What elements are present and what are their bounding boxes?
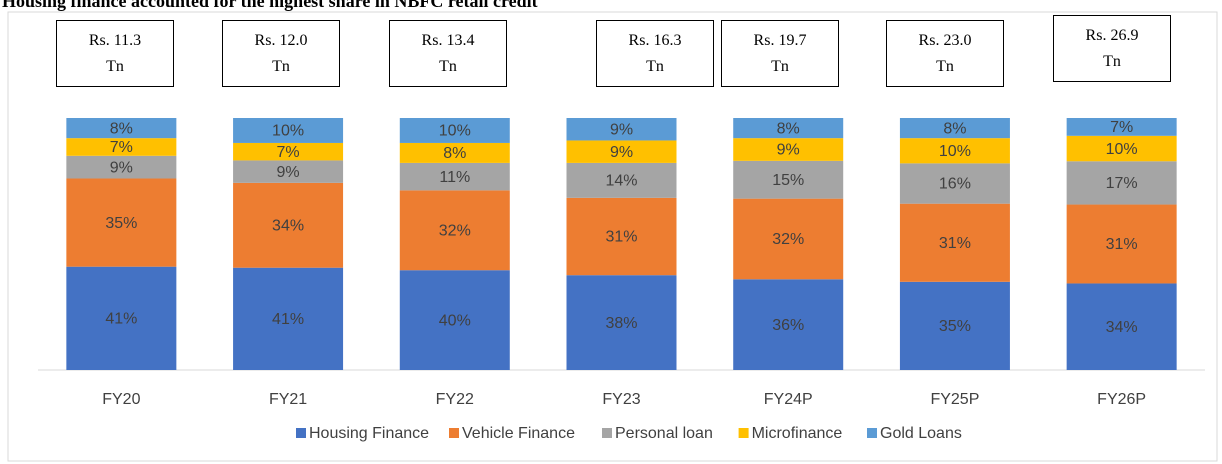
total-annotation: Rs. 23.0 Tn: [886, 20, 1004, 87]
bar-segment: [66, 266, 177, 370]
bar-segment: [1066, 135, 1177, 162]
data-label: 31%: [605, 229, 637, 246]
data-label: 32%: [439, 222, 471, 239]
legend-swatch: [449, 428, 459, 438]
data-label: 8%: [777, 120, 800, 137]
x-tick-label: FY22: [436, 391, 474, 408]
bar-segment: [899, 118, 1010, 139]
legend-label: Housing Finance: [309, 425, 429, 442]
data-label: 9%: [277, 164, 300, 181]
data-label: 16%: [939, 176, 971, 193]
data-label: 14%: [605, 173, 637, 190]
bar-segment: [399, 190, 510, 271]
data-label: 9%: [777, 142, 800, 159]
data-label: 41%: [272, 311, 304, 328]
bar-segment: [399, 270, 510, 370]
data-label: 10%: [272, 123, 304, 140]
total-annotation: Rs. 19.7 Tn: [721, 20, 839, 87]
legend-label: Vehicle Finance: [462, 425, 575, 442]
total-annotation: Rs. 12.0 Tn: [222, 20, 340, 87]
bar-segment: [399, 162, 510, 191]
bar-segment: [566, 275, 677, 370]
data-label: 35%: [939, 318, 971, 335]
data-label: 11%: [439, 169, 470, 186]
bar-segment: [66, 155, 177, 179]
x-tick-label: FY21: [269, 391, 307, 408]
bar-segment: [399, 118, 510, 143]
bar-segment: [566, 197, 677, 276]
bar-segment: [233, 118, 344, 143]
bar-segment: [233, 142, 344, 161]
bar-segment: [233, 160, 344, 183]
data-label: 10%: [939, 143, 971, 160]
data-label: 8%: [110, 120, 133, 137]
bar-segment: [233, 182, 344, 268]
bar-segment: [733, 279, 844, 370]
legend-label: Microfinance: [752, 425, 843, 442]
data-label: 31%: [939, 235, 971, 252]
data-label: 36%: [772, 317, 804, 334]
data-label: 7%: [110, 139, 133, 156]
bar-segment: [566, 162, 677, 198]
data-label: 8%: [443, 145, 466, 162]
legend-label: Personal loan: [615, 425, 713, 442]
bar-segment: [1066, 161, 1177, 205]
bar-segment: [899, 203, 1010, 282]
bar-segment: [399, 142, 510, 163]
bar-segment: [233, 267, 344, 370]
legend-label: Gold Loans: [880, 425, 962, 442]
data-label: 8%: [943, 120, 966, 137]
bar-segment: [733, 138, 844, 161]
bar-segment: [1066, 118, 1177, 136]
chart-border: [7, 11, 1218, 462]
legend-swatch: [602, 428, 612, 438]
x-tick-label: FY25P: [930, 391, 979, 408]
bar-segment: [733, 118, 844, 139]
bar-segment: [566, 118, 677, 141]
data-label: 32%: [772, 231, 804, 248]
data-label: 34%: [272, 218, 304, 235]
data-label: 41%: [105, 311, 137, 328]
data-label: 7%: [1110, 119, 1133, 136]
total-annotation: Rs. 11.3 Tn: [56, 20, 174, 87]
legend-swatch: [738, 428, 749, 438]
bar-segment: [899, 281, 1010, 370]
bar-segment: [899, 163, 1010, 204]
bar-segment: [66, 118, 177, 139]
data-label: 10%: [439, 123, 471, 140]
data-label: 10%: [1106, 141, 1138, 158]
bar-segment: [1066, 204, 1177, 284]
bar-segment: [733, 160, 844, 199]
bar-segment: [899, 138, 1010, 164]
total-annotation: Rs. 16.3 Tn: [596, 20, 714, 87]
total-annotation: Rs. 13.4 Tn: [389, 20, 507, 87]
data-label: 40%: [439, 312, 471, 329]
chart-title: Housing finance accounted for the highes…: [2, 0, 538, 11]
data-label: 34%: [1106, 319, 1138, 336]
bar-segment: [566, 140, 677, 163]
data-label: 31%: [1106, 236, 1138, 253]
legend-swatch: [296, 428, 306, 438]
data-label: 17%: [1106, 175, 1138, 192]
x-tick-label: FY26P: [1097, 391, 1146, 408]
data-label: 38%: [605, 315, 637, 332]
total-annotation: Rs. 26.9 Tn: [1053, 15, 1171, 82]
data-label: 9%: [110, 159, 133, 176]
bar-segment: [66, 178, 177, 267]
x-tick-label: FY20: [102, 391, 140, 408]
x-tick-label: FY24P: [764, 391, 813, 408]
bar-segment: [733, 198, 844, 280]
x-tick-label: FY23: [602, 391, 640, 408]
data-label: 9%: [610, 121, 633, 138]
legend-swatch: [867, 428, 877, 438]
data-label: 7%: [277, 144, 300, 161]
data-label: 9%: [610, 144, 633, 161]
data-label: 15%: [772, 172, 804, 189]
bar-segment: [1066, 283, 1177, 370]
data-label: 35%: [105, 215, 137, 232]
bar-segment: [66, 138, 177, 156]
